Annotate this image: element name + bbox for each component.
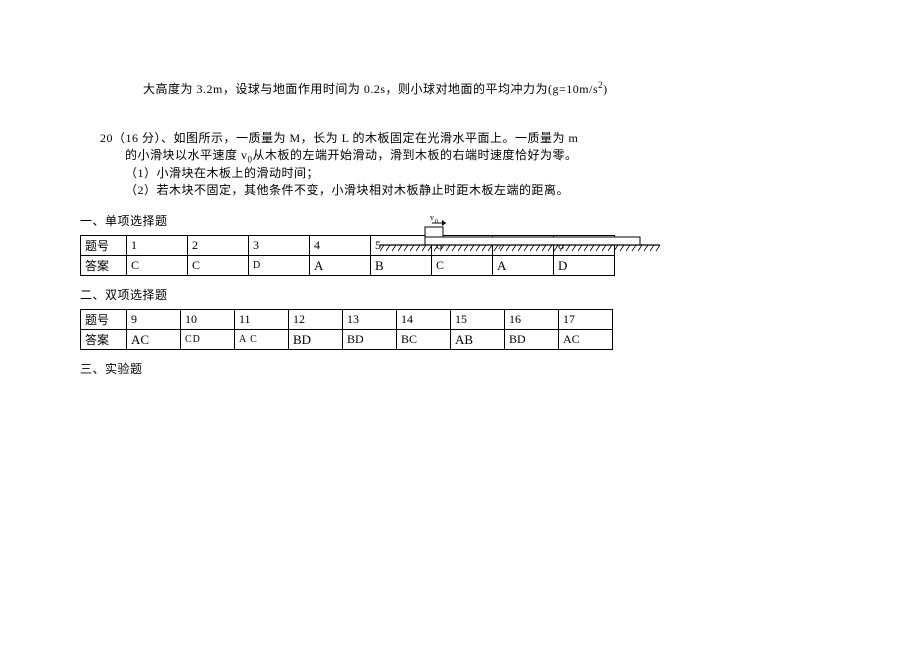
col-cell: 9 [127,310,181,330]
question-20: 20（16 分）、如图所示，一质量为 M，长为 L 的木板固定在光滑水平面上。一… [100,129,840,198]
col-cell: 12 [289,310,343,330]
answer-cell: A C [235,330,289,350]
col-cell: 1 [127,236,188,256]
physics-diagram: v 0 [380,215,660,260]
header-cell: 题号 [81,236,127,256]
answer-cell: BC [397,330,451,350]
q20-line3: （1）小滑块在木板上的滑动时间； [125,164,840,181]
section-2-heading: 二、双项选择题 [80,286,840,303]
header-cell: 答案 [81,330,127,350]
col-cell: 3 [249,236,310,256]
answer-cell: AC [559,330,613,350]
table-row: 答案 AC CD A C BD BD BC AB BD AC [81,330,613,350]
line1-prefix: 大高度为 3.2m，设球与地面作用时间为 0.2s，则小球对地面的平均冲力为(g… [143,82,598,96]
col-cell: 11 [235,310,289,330]
col-cell: 10 [181,310,235,330]
problem-continuation: 大高度为 3.2m，设球与地面作用时间为 0.2s，则小球对地面的平均冲力为(g… [143,80,840,97]
answer-cell: AB [451,330,505,350]
answer-cell: CD [181,330,235,350]
answer-cell: D [249,256,310,276]
col-cell: 15 [451,310,505,330]
col-cell: 13 [343,310,397,330]
section-3-heading: 三、实验题 [80,360,840,377]
answer-cell: C [188,256,249,276]
answer-cell: A [310,256,371,276]
double-choice-table: 题号 9 10 11 12 13 14 15 16 17 答案 AC CD A … [80,309,613,350]
q20-line2: 的小滑块以水平速度 v0从木板的左端开始滑动，滑到木板的右端时速度恰好为零。 [125,146,840,164]
col-cell: 4 [310,236,371,256]
col-cell: 2 [188,236,249,256]
header-cell: 题号 [81,310,127,330]
answer-cell: AC [127,330,181,350]
q20-line4: （2）若木块不固定，其他条件不变，小滑块相对木板静止时距木板左端的距离。 [125,181,840,198]
svg-text:0: 0 [435,219,438,225]
svg-text:v: v [430,215,434,222]
col-cell: 17 [559,310,613,330]
col-cell: 16 [505,310,559,330]
table-row: 题号 9 10 11 12 13 14 15 16 17 [81,310,613,330]
col-cell: 14 [397,310,451,330]
answer-cell: BD [343,330,397,350]
answer-cell: BD [505,330,559,350]
q20-line1: 20（16 分）、如图所示，一质量为 M，长为 L 的木板固定在光滑水平面上。一… [100,129,840,146]
header-cell: 答案 [81,256,127,276]
line1-suffix: ) [603,82,608,96]
answer-cell: C [127,256,188,276]
answer-cell: BD [289,330,343,350]
